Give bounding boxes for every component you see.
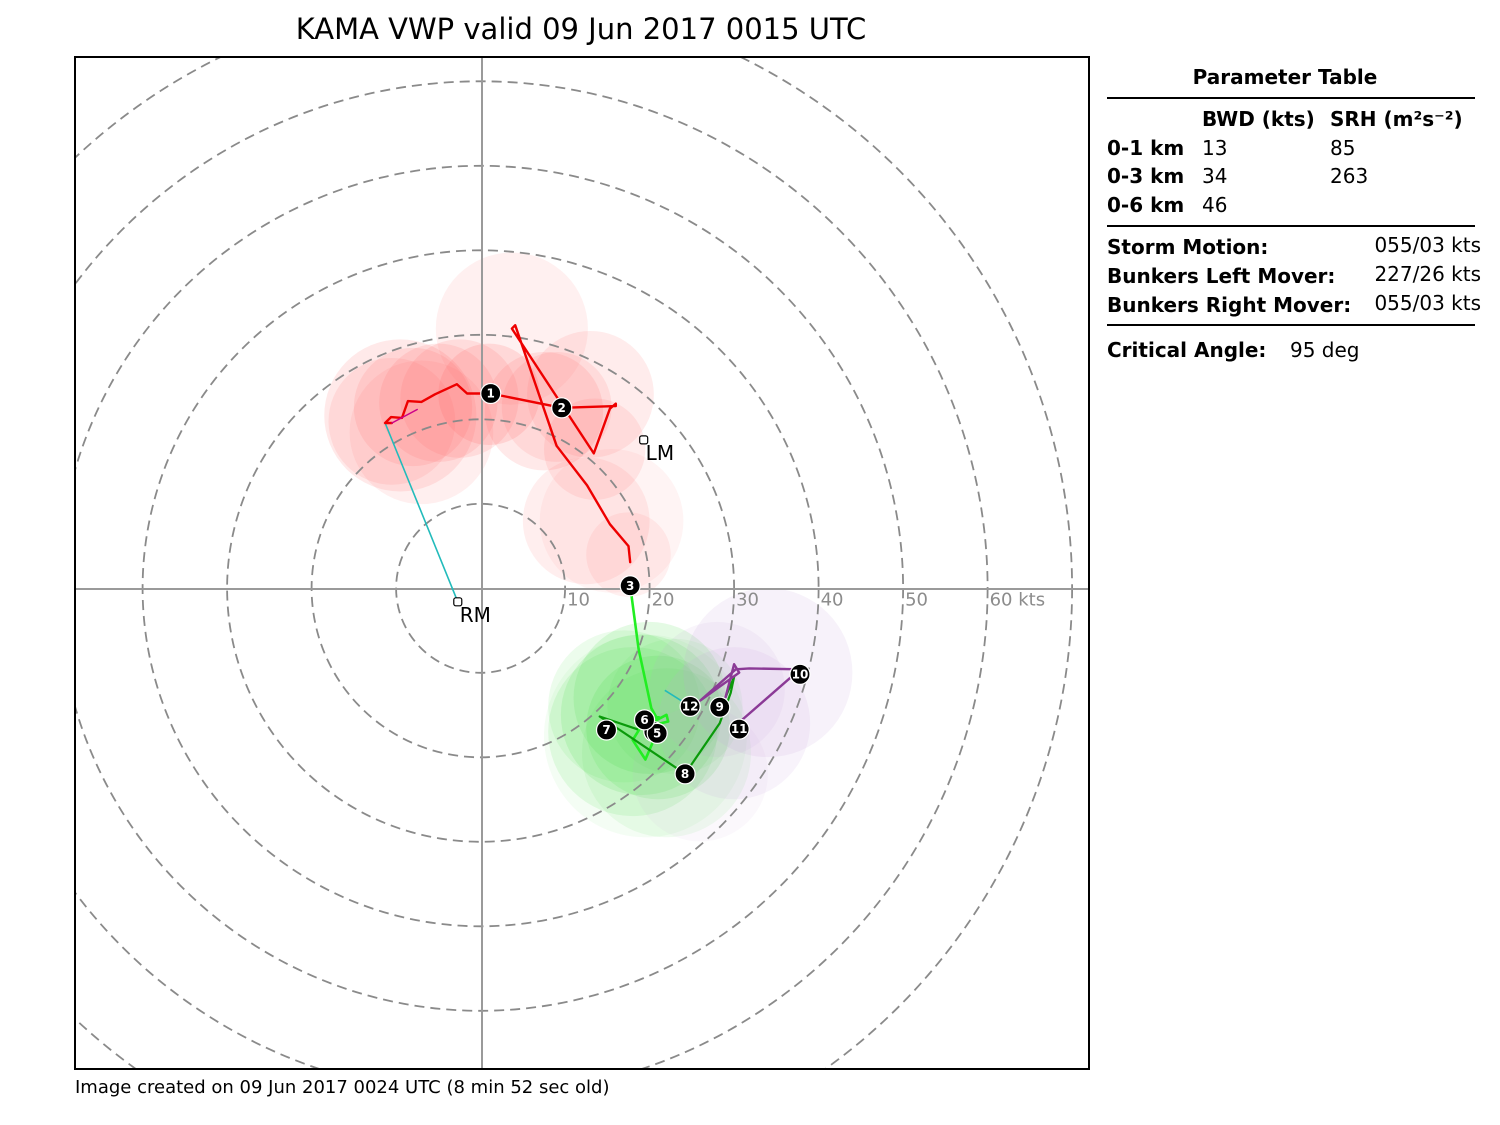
height-marker-dot	[619, 575, 641, 597]
bunkers-right-mover-label: Bunkers Right Mover:	[1107, 293, 1351, 317]
bunkers-left-mover-value: 227/26 kts	[1374, 262, 1481, 286]
parameter-table-title: Parameter Table	[1193, 65, 1378, 89]
hodograph-axes	[75, 57, 1089, 1069]
uncertainty-circle	[353, 347, 473, 467]
height-marker-6: 6	[633, 709, 656, 731]
srh-value-0-3km: 263	[1330, 164, 1368, 188]
height-marker-7: 7	[595, 719, 618, 741]
height-marker-dot	[679, 695, 701, 717]
height-marker-dot	[595, 719, 618, 741]
storm-motion-label: LM	[646, 441, 674, 465]
storm-motion-markers: RM LM	[453, 435, 674, 627]
storm-motion-rm: RM	[453, 597, 491, 627]
height-marker-dot	[728, 718, 750, 740]
uncertainty-circle	[349, 360, 494, 505]
height-marker-10: 10	[789, 663, 811, 685]
bwd-column-header: BWD (kts)	[1202, 107, 1315, 131]
height-marker-dot	[480, 382, 502, 405]
height-marker-label: 1	[487, 386, 495, 400]
height-marker-5: 5	[646, 722, 668, 744]
storm-motion-value: 055/03 kts	[1374, 233, 1481, 257]
storm-motion-label: RM	[460, 603, 491, 627]
height-marker-12: 12	[679, 695, 701, 717]
uncertainty-circle	[527, 330, 654, 458]
ring-label-20: 20	[652, 589, 675, 610]
height-marker-3: 3	[619, 575, 641, 597]
uncertainty-circle	[522, 457, 650, 585]
height-marker-label: 3	[626, 579, 634, 593]
height-marker-dot	[709, 696, 731, 718]
uncertainty-circle	[548, 630, 701, 783]
speed-ring-70	[75, 57, 1073, 1069]
uncertainty-circles	[324, 252, 853, 842]
height-marker-label: 9	[716, 700, 724, 714]
bwd-value-0-1km: 13	[1202, 136, 1227, 160]
bwd-value-0-6km: 46	[1202, 193, 1227, 217]
srh-column-header: SRH (m²s⁻²)	[1330, 107, 1463, 131]
storm-motion-marker	[639, 435, 649, 445]
height-marker-dot	[551, 397, 573, 419]
ring-label-40: 40	[821, 589, 844, 610]
bwd-value-0-3km: 34	[1202, 164, 1227, 188]
height-marker-label: 10	[792, 667, 809, 681]
uncertainty-circle	[632, 706, 768, 842]
image-created-footer: Image created on 09 Jun 2017 0024 UTC (8…	[75, 1077, 609, 1098]
height-marker-11: 11	[728, 718, 750, 740]
storm-motion-lm: LM	[639, 435, 674, 465]
height-marker-label: 5	[653, 726, 661, 740]
ring-label-10: 10	[567, 589, 590, 610]
uncertainty-circle	[324, 339, 477, 492]
height-marker-dot	[789, 663, 811, 685]
height-marker-dot	[633, 709, 656, 731]
ring-label-30: 30	[736, 589, 759, 610]
uncertainty-circle	[400, 339, 519, 458]
uncertainty-circle	[328, 357, 456, 485]
ring-labels: 10 20 30 40 50 60 kts	[567, 589, 1045, 610]
height-marker-label: 8	[681, 767, 689, 781]
storm-motion-label: Storm Motion:	[1107, 235, 1268, 259]
uncertainty-circle	[582, 668, 751, 838]
height-marker-9: 9	[709, 696, 731, 718]
plot-frame	[74, 56, 1090, 1070]
height-marker-label: 6	[640, 713, 648, 727]
height-marker-label: 12	[682, 699, 699, 713]
storm-motion-line	[384, 422, 459, 603]
uncertainty-circle	[379, 343, 498, 462]
critical-angle-value: 95 deg	[1290, 338, 1360, 362]
hodograph-segment	[383, 324, 632, 564]
height-marker-label: 7	[602, 723, 610, 737]
height-marker-label: 2	[558, 401, 566, 415]
bunkers-right-mover-value: 055/03 kts	[1374, 291, 1481, 315]
speed-rings	[75, 57, 1073, 1069]
ring-label-50: 50	[905, 589, 928, 610]
height-marker-dot	[646, 722, 668, 744]
row-label-0-1km: 0-1 km	[1107, 136, 1184, 160]
height-marker-2: 2	[551, 397, 573, 419]
height-marker-label: 11	[731, 722, 748, 736]
storm-motion-marker	[453, 597, 463, 607]
parameter-table: Parameter Table BWD (kts) SRH (m²s⁻²) 0-…	[1107, 65, 1481, 362]
height-marker-1: 1	[480, 382, 502, 405]
hodograph-segment	[391, 408, 418, 424]
height-marker-dot	[674, 763, 696, 785]
height-marker-8: 8	[674, 763, 696, 785]
chart-title: KAMA VWP valid 09 Jun 2017 0015 UTC	[296, 12, 867, 46]
row-label-0-3km: 0-3 km	[1107, 164, 1184, 188]
ring-label-60: 60 kts	[990, 589, 1046, 610]
row-label-0-6km: 0-6 km	[1107, 193, 1184, 217]
height-markers: 123456789101112	[480, 382, 811, 785]
srh-value-0-1km: 85	[1330, 136, 1355, 160]
bunkers-left-mover-label: Bunkers Left Mover:	[1107, 264, 1335, 288]
critical-angle-label: Critical Angle:	[1107, 338, 1266, 362]
